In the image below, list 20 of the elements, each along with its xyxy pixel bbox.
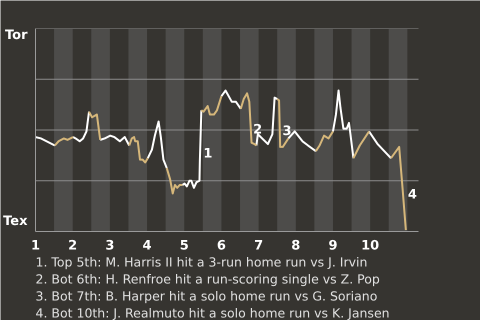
x-tick-label: 10 — [361, 238, 380, 254]
text: 1. Top 5th: M. Harris II hit a 3-run home run vs J. Irvin — [36, 254, 368, 270]
x-tick-label: 4 — [142, 238, 152, 254]
annotation: 3 — [282, 124, 292, 139]
text: 3. Bot 7th: B. Harper hit a solo home run vs G. Soriano — [36, 288, 378, 304]
annotation: 2 — [253, 122, 262, 138]
x-tick-label: 5 — [180, 238, 189, 254]
x-tick-label: 9 — [328, 238, 338, 254]
x-tick-label: 8 — [291, 238, 300, 254]
text: 4. Bot 10th: J. Realmuto hit a solo home run vs K. Jansen — [36, 306, 390, 320]
x-tick-label: 3 — [105, 238, 114, 254]
text: Tex — [3, 214, 28, 229]
x-tick-label: 6 — [216, 238, 226, 254]
annotation: 4 — [408, 187, 417, 202]
text: Tor — [5, 28, 28, 44]
annotation: 1 — [203, 146, 212, 162]
x-tick-label: 2 — [68, 238, 78, 254]
text: 2. Bot 6th: H. Renfroe hit a run-scoring single vs Z. Pop — [36, 272, 380, 286]
x-tick-label: 1 — [30, 238, 40, 254]
x-tick-label: 7 — [254, 238, 264, 254]
